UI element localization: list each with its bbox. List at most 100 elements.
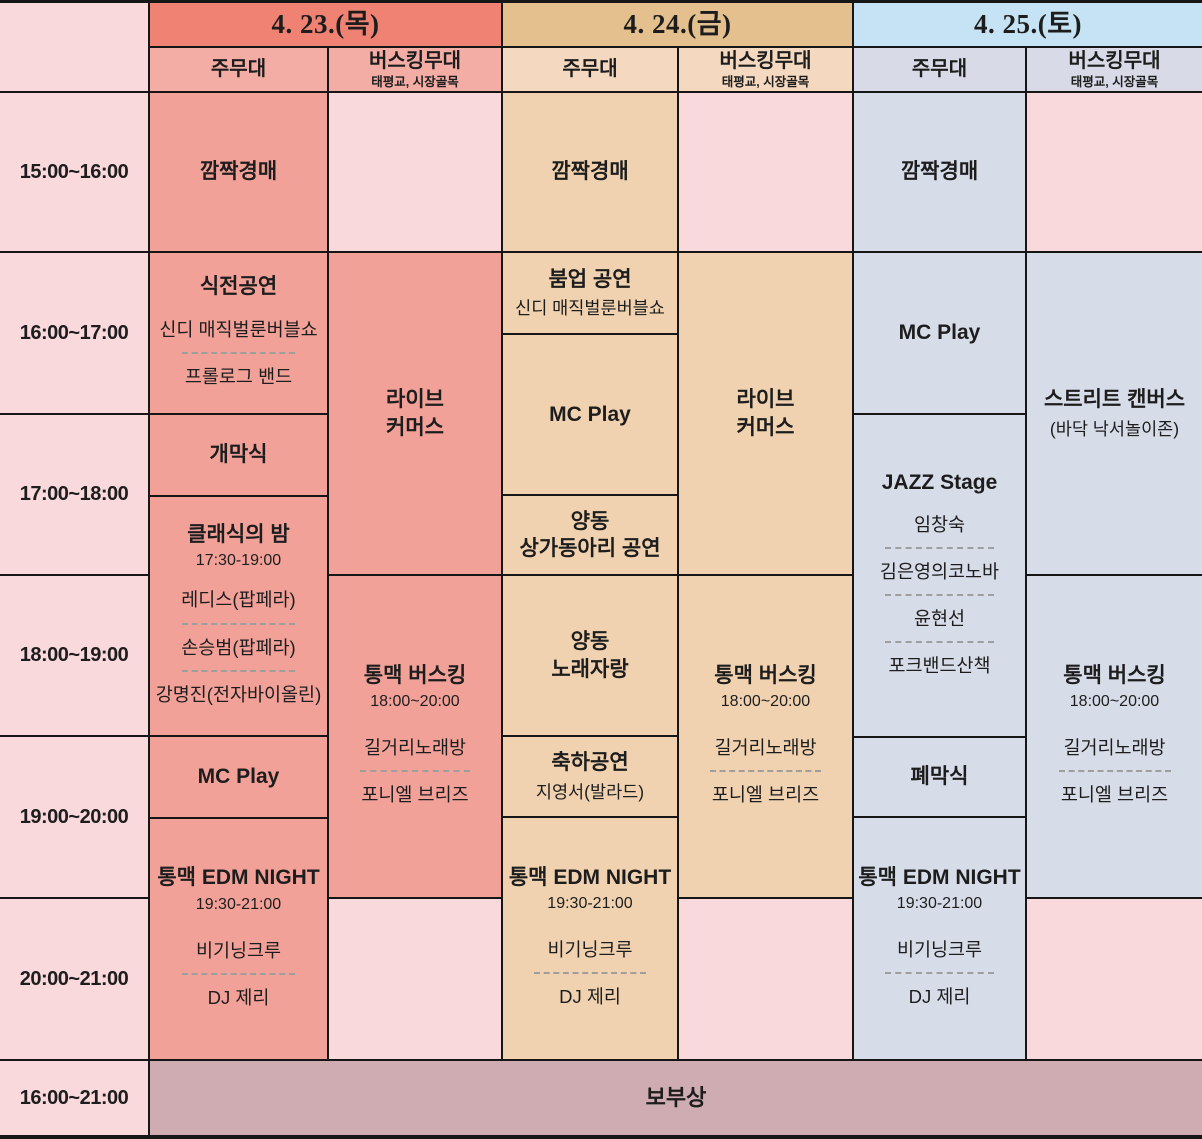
event-subtitle: 신디 매직벌룬버블쇼 — [515, 298, 665, 319]
event-subtitle: (바닥 낙서놀이존) — [1049, 418, 1180, 439]
event-cell-thu-busking: 통맥 버스킹 18:00~20:00 길거리노래방 포니엘 브리즈 — [329, 576, 501, 897]
dashed-divider — [181, 622, 296, 625]
event-title: MC Play — [197, 765, 280, 789]
event-subtitle: 지영서(발라드) — [535, 781, 645, 802]
event-act: 임창숙 — [913, 513, 966, 535]
time-slot-1800: 18:00~19:00 — [0, 576, 148, 735]
event-time: 18:00~20:00 — [1069, 693, 1160, 711]
day-header-fri: 4. 24.(금) — [503, 3, 852, 46]
time-slot-1600: 16:00~17:00 — [0, 253, 148, 413]
event-time: 17:30-19:00 — [195, 552, 282, 570]
event-act: 길거리노래방 — [1063, 737, 1166, 759]
dashed-divider — [884, 594, 995, 597]
dashed-divider — [710, 770, 821, 773]
event-cell-thu-classic-night: 클래식의 밤 17:30-19:00 레디스(팝페라) 손승범(팝페라) 강명진… — [150, 497, 327, 735]
event-cell-fri-busking: 통맥 버스킹 18:00~20:00 길거리노래방 포니엘 브리즈 — [679, 576, 852, 897]
event-title: 깜짝경매 — [900, 160, 979, 184]
dashed-divider — [884, 972, 995, 975]
dashed-divider — [884, 547, 995, 550]
time-label: 17:00~18:00 — [19, 483, 129, 505]
event-act: 레디스(팝페라) — [181, 589, 296, 611]
event-cell-fri-live-commerce: 라이브 커머스 — [679, 253, 852, 574]
dashed-divider — [534, 972, 646, 975]
time-label: 18:00~19:00 — [19, 644, 129, 666]
stage-sublabel: 태평교, 시장골목 — [371, 74, 459, 89]
event-act: 신디 매직벌룬버블쇼 — [159, 318, 318, 340]
event-act: 윤현선 — [913, 608, 966, 630]
dashed-divider — [359, 770, 471, 773]
event-title: MC Play — [898, 321, 981, 345]
event-cell-fri-yangdong-club: 양동 상가동아리 공연 — [503, 496, 677, 574]
event-cell-fri-edm-night: 통맥 EDM NIGHT 19:30-21:00 비기닝크루 DJ 제리 — [503, 818, 677, 1059]
event-cell-sat-street-canvas: 스트리트 캔버스 (바닥 낙서놀이존) — [1027, 253, 1202, 574]
event-cell-fri-boomup: 붐업 공연 신디 매직벌룬버블쇼 — [503, 253, 677, 333]
event-act: 길거리노래방 — [363, 737, 467, 759]
dashed-divider — [181, 972, 296, 975]
event-title: 라이브 커머스 — [736, 388, 795, 439]
time-label: 19:00~20:00 — [19, 805, 129, 828]
subheader-thu-busking-stage: 버스킹무대 태평교, 시장골목 — [329, 48, 501, 91]
dashed-divider — [181, 669, 296, 672]
subheader-sat-busking-stage: 버스킹무대 태평교, 시장골목 — [1027, 48, 1202, 91]
stage-label: 버스킹무대 — [719, 49, 812, 72]
time-slot-1900: 19:00~20:00 — [0, 737, 148, 897]
event-cell-sat-closing: 폐막식 — [854, 738, 1025, 816]
event-cell-fri-congrats: 축하공연 지영서(발라드) — [503, 737, 677, 816]
time-label: 16:00~21:00 — [19, 1086, 129, 1109]
day-header-thu-label: 4. 23.(목) — [271, 8, 380, 39]
event-act: 비기닝크루 — [896, 939, 983, 961]
event-act: DJ 제리 — [908, 986, 971, 1008]
stage-label: 주무대 — [562, 58, 618, 80]
corner-cell — [0, 3, 148, 91]
empty-cell-thu-busking-1500 — [329, 93, 501, 251]
event-cell-sat-jazz-stage: JAZZ Stage 임창숙 김은영의코노바 윤현선 포크밴드산책 — [854, 415, 1025, 736]
event-act: 손승범(팝페라) — [181, 636, 296, 658]
stage-label: 주무대 — [911, 58, 968, 80]
event-title: 폐막식 — [910, 765, 969, 789]
event-title: 깜짝경매 — [199, 160, 278, 184]
event-cell-thu-auction: 깜짝경매 — [150, 93, 327, 251]
event-act: 강명진(전자바이올린) — [155, 683, 322, 705]
event-cell-fri-mcplay: MC Play — [503, 335, 677, 494]
event-cell-thu-edm-night: 통맥 EDM NIGHT 19:30-21:00 비기닝크루 DJ 제리 — [150, 819, 327, 1059]
event-time: 18:00~20:00 — [370, 693, 460, 711]
event-cell-thu-opening: 개막식 — [150, 415, 327, 495]
dashed-divider — [884, 641, 995, 644]
stage-label: 버스킹무대 — [369, 49, 461, 72]
event-title: 통맥 버스킹 — [714, 663, 817, 687]
time-slot-1700: 17:00~18:00 — [0, 415, 148, 574]
time-slot-2000: 20:00~21:00 — [0, 899, 148, 1059]
event-title: 보부상 — [645, 1085, 707, 1111]
empty-cell-fri-busking-1500 — [679, 93, 852, 251]
time-label: 20:00~21:00 — [19, 967, 129, 990]
event-title: 깜짝경매 — [551, 160, 629, 184]
event-act: 비기닝크루 — [547, 939, 633, 961]
event-time: 19:30-21:00 — [195, 895, 282, 913]
empty-cell-sat-busking-2000 — [1027, 899, 1202, 1059]
event-title: 통맥 EDM NIGHT — [157, 866, 320, 890]
event-act: 프롤로그 밴드 — [184, 365, 293, 387]
event-cell-thu-mcplay: MC Play — [150, 737, 327, 817]
event-act: 포니엘 브리즈 — [1060, 784, 1169, 806]
event-cell-thu-live-commerce: 라이브 커머스 — [329, 253, 501, 574]
stage-label: 버스킹무대 — [1068, 49, 1161, 72]
time-slot-1600-2100: 16:00~21:00 — [0, 1061, 148, 1135]
dashed-divider — [1058, 770, 1171, 773]
event-act: 길거리노래방 — [714, 737, 817, 759]
event-cell-sat-edm-night: 통맥 EDM NIGHT 19:30-21:00 비기닝크루 DJ 제리 — [854, 818, 1025, 1059]
dashed-divider — [181, 351, 296, 354]
subheader-thu-main-stage: 주무대 — [150, 48, 327, 91]
day-header-fri-label: 4. 24.(금) — [623, 8, 732, 39]
event-title: 식전공연 — [199, 275, 278, 299]
time-slot-1500: 15:00~16:00 — [0, 93, 148, 251]
event-time: 19:30-21:00 — [547, 895, 633, 913]
day-header-sat: 4. 25.(토) — [854, 3, 1202, 46]
event-cell-thu-preshow: 식전공연 신디 매직벌룬버블쇼 프롤로그 밴드 — [150, 253, 327, 413]
empty-cell-fri-busking-2000 — [679, 899, 852, 1059]
event-time: 19:30-21:00 — [896, 895, 983, 913]
stage-sublabel: 태평교, 시장골목 — [1070, 74, 1159, 89]
event-act: 포니엘 브리즈 — [361, 784, 469, 806]
time-label: 16:00~17:00 — [19, 321, 129, 344]
event-title: 통맥 EDM NIGHT — [858, 865, 1021, 889]
